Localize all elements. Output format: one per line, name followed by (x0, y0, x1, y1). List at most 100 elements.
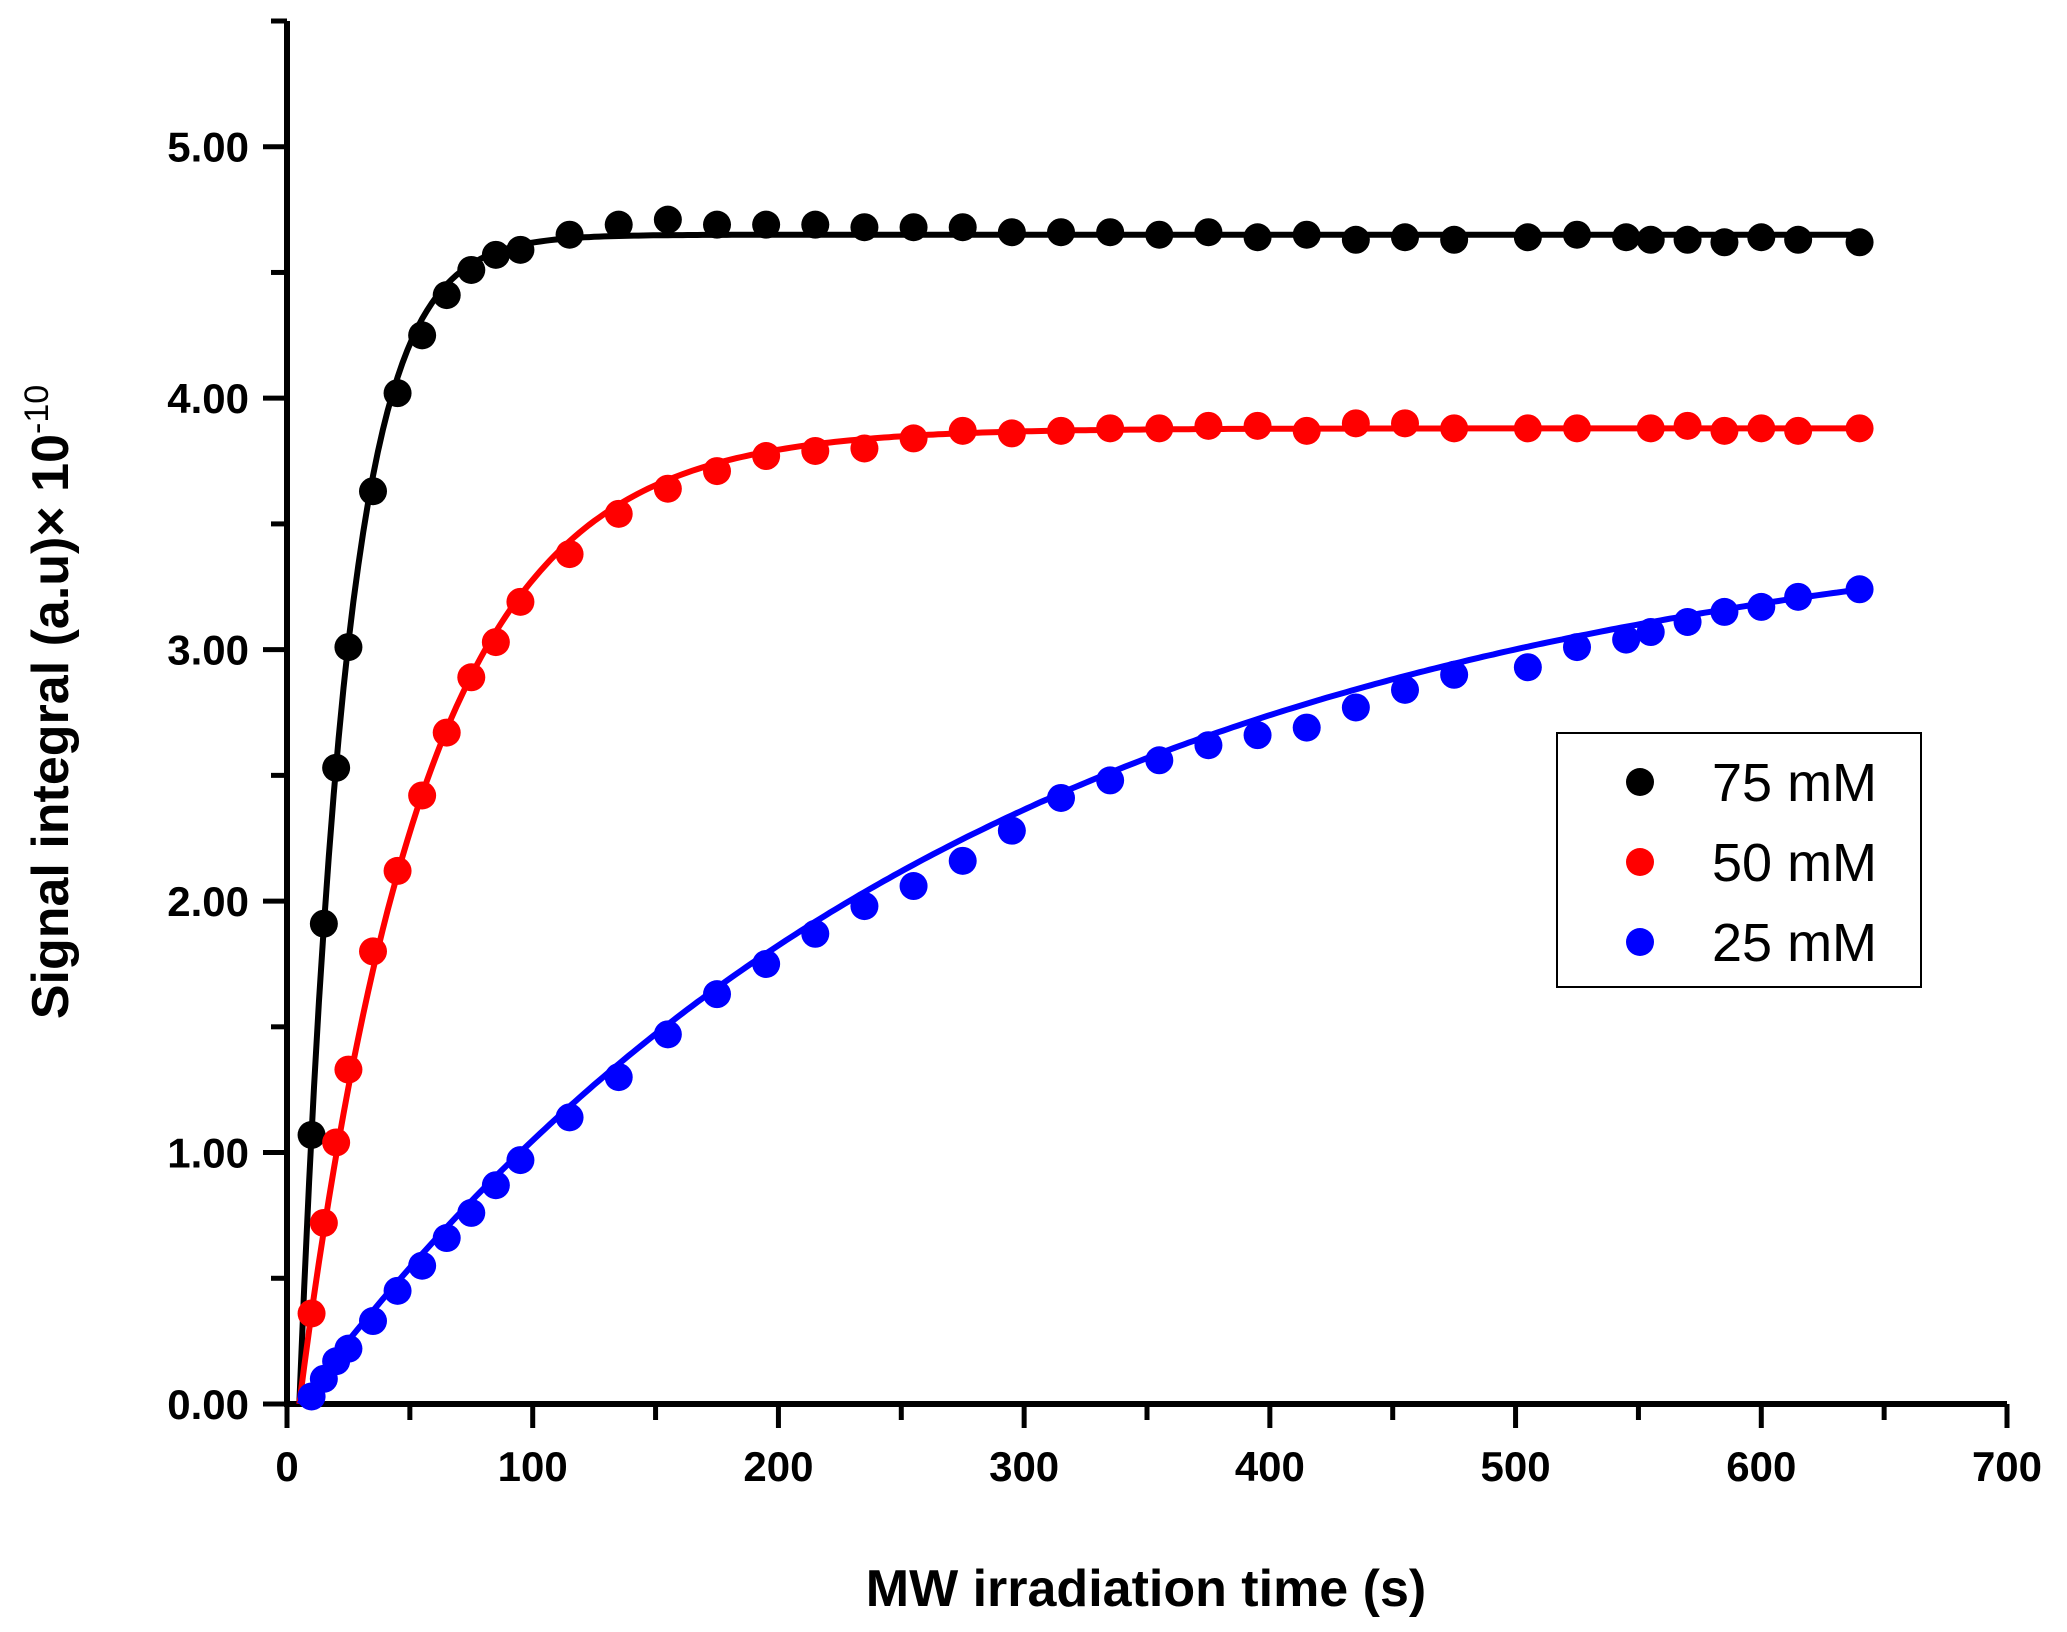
x-tick-label: 0 (275, 1443, 298, 1490)
data-point (481, 628, 510, 657)
data-point (948, 416, 977, 445)
legend-box (1556, 732, 1922, 988)
data-point (1673, 607, 1702, 636)
data-point (1145, 220, 1174, 249)
data-point (1194, 218, 1223, 247)
data-point (481, 240, 510, 269)
y-tick-label: 5.00 (167, 124, 249, 171)
data-point (1047, 218, 1075, 247)
data-point (653, 1020, 682, 1049)
legend-label: 25 mM (1712, 913, 1877, 973)
data-point (752, 949, 781, 978)
data-point (432, 281, 461, 310)
data-point (1145, 746, 1174, 775)
data-point (1845, 228, 1874, 257)
data-point (801, 210, 830, 239)
legend-marker (1626, 928, 1654, 956)
data-point (1341, 693, 1370, 722)
data-point (1194, 731, 1223, 760)
data-point (359, 1307, 387, 1336)
data-point (1440, 660, 1469, 689)
data-point (383, 379, 412, 408)
data-point (1513, 653, 1542, 682)
data-point (1563, 220, 1591, 249)
data-point (801, 919, 830, 948)
data-point (1391, 675, 1419, 704)
x-tick-label: 600 (1726, 1443, 1796, 1490)
data-point (1710, 597, 1739, 626)
legend-marker (1626, 848, 1654, 876)
data-point (1563, 414, 1591, 443)
data-point (506, 235, 535, 264)
data-point (703, 457, 731, 486)
data-point (408, 781, 437, 810)
data-point (604, 1063, 633, 1092)
data-point (1096, 414, 1125, 443)
y-tick-label: 0.00 (167, 1381, 249, 1428)
legend: 75 mM 50 mM 25 mM (1556, 732, 1922, 988)
data-point (1292, 713, 1321, 742)
data-point (506, 587, 535, 616)
data-point (457, 1198, 486, 1227)
data-point (653, 474, 682, 503)
data-point (1391, 223, 1419, 252)
data-point (555, 540, 584, 569)
y-axis-title-exponent: -10 (18, 385, 56, 434)
data-point (322, 1128, 351, 1157)
data-point (1673, 225, 1702, 254)
data-point (1784, 582, 1813, 611)
data-point (1096, 766, 1125, 795)
data-point (481, 1171, 510, 1200)
data-point (1845, 414, 1874, 443)
data-point (1243, 721, 1272, 750)
data-point (297, 1299, 326, 1328)
data-point (359, 477, 387, 506)
data-point (1673, 411, 1702, 440)
y-axis-title-text: Signal integral (a.u)× 10 (22, 434, 80, 1019)
data-point (1513, 414, 1542, 443)
data-point (1747, 414, 1776, 443)
data-point (703, 210, 731, 239)
data-point (1747, 223, 1776, 252)
data-point (555, 220, 584, 249)
data-point (1710, 416, 1739, 445)
data-point (334, 1334, 363, 1363)
x-tick-label: 300 (989, 1443, 1059, 1490)
data-point (997, 419, 1026, 448)
data-point (1243, 223, 1272, 252)
data-point (334, 1055, 363, 1084)
data-point (1341, 225, 1370, 254)
data-point (1440, 414, 1469, 443)
data-point (1292, 416, 1321, 445)
data-point (359, 937, 387, 966)
legend-label: 50 mM (1712, 833, 1877, 893)
data-point (506, 1146, 535, 1175)
data-point (1747, 592, 1776, 621)
data-point (850, 213, 879, 242)
data-point (1784, 416, 1813, 445)
data-point (1341, 409, 1370, 438)
data-point (850, 892, 879, 921)
fit-curve-25-mM (296, 586, 1858, 1406)
data-point (948, 846, 977, 875)
data-point (1391, 409, 1419, 438)
data-point (997, 218, 1026, 247)
x-tick-label: 200 (743, 1443, 813, 1490)
data-point (334, 633, 363, 662)
data-point (408, 321, 437, 350)
data-point (1636, 618, 1665, 647)
data-point (653, 205, 682, 234)
x-tick-label: 400 (1235, 1443, 1305, 1490)
legend-label: 75 mM (1712, 753, 1877, 813)
data-point (1612, 223, 1641, 252)
data-point (1845, 575, 1874, 604)
data-point (383, 856, 412, 885)
data-point (604, 499, 633, 528)
data-point (604, 210, 633, 239)
axes: 0 100 200 300 400 500 600 700 0.00 1.00 2.00 3.00 4.… (167, 18, 2042, 1490)
data-point (948, 213, 977, 242)
data-point (309, 1208, 338, 1237)
data-point (899, 424, 928, 453)
data-point (899, 213, 928, 242)
data-point (1096, 218, 1125, 247)
